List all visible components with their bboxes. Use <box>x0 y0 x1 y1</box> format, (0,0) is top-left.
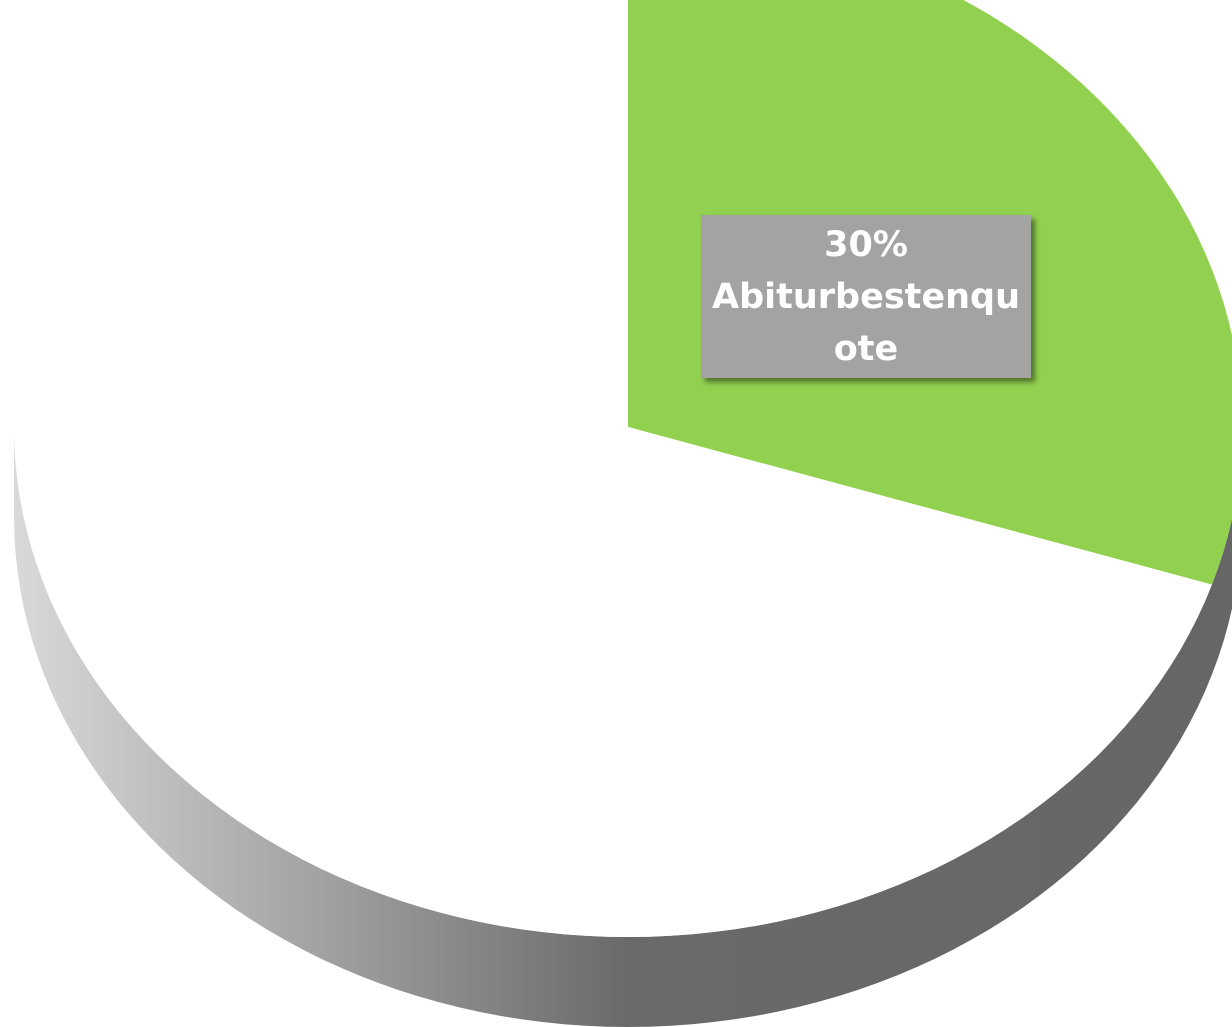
pie-slice-1 <box>14 0 1212 937</box>
slice-data-label-abiturbestenquote: 30% Abiturbestenquote <box>701 215 1031 378</box>
pie-side-walls <box>14 427 1232 1027</box>
slice-label-name: Abiturbestenquote <box>711 276 1021 369</box>
slice-label-value: 30% <box>824 224 908 265</box>
pie-side-wall <box>14 427 1232 1027</box>
